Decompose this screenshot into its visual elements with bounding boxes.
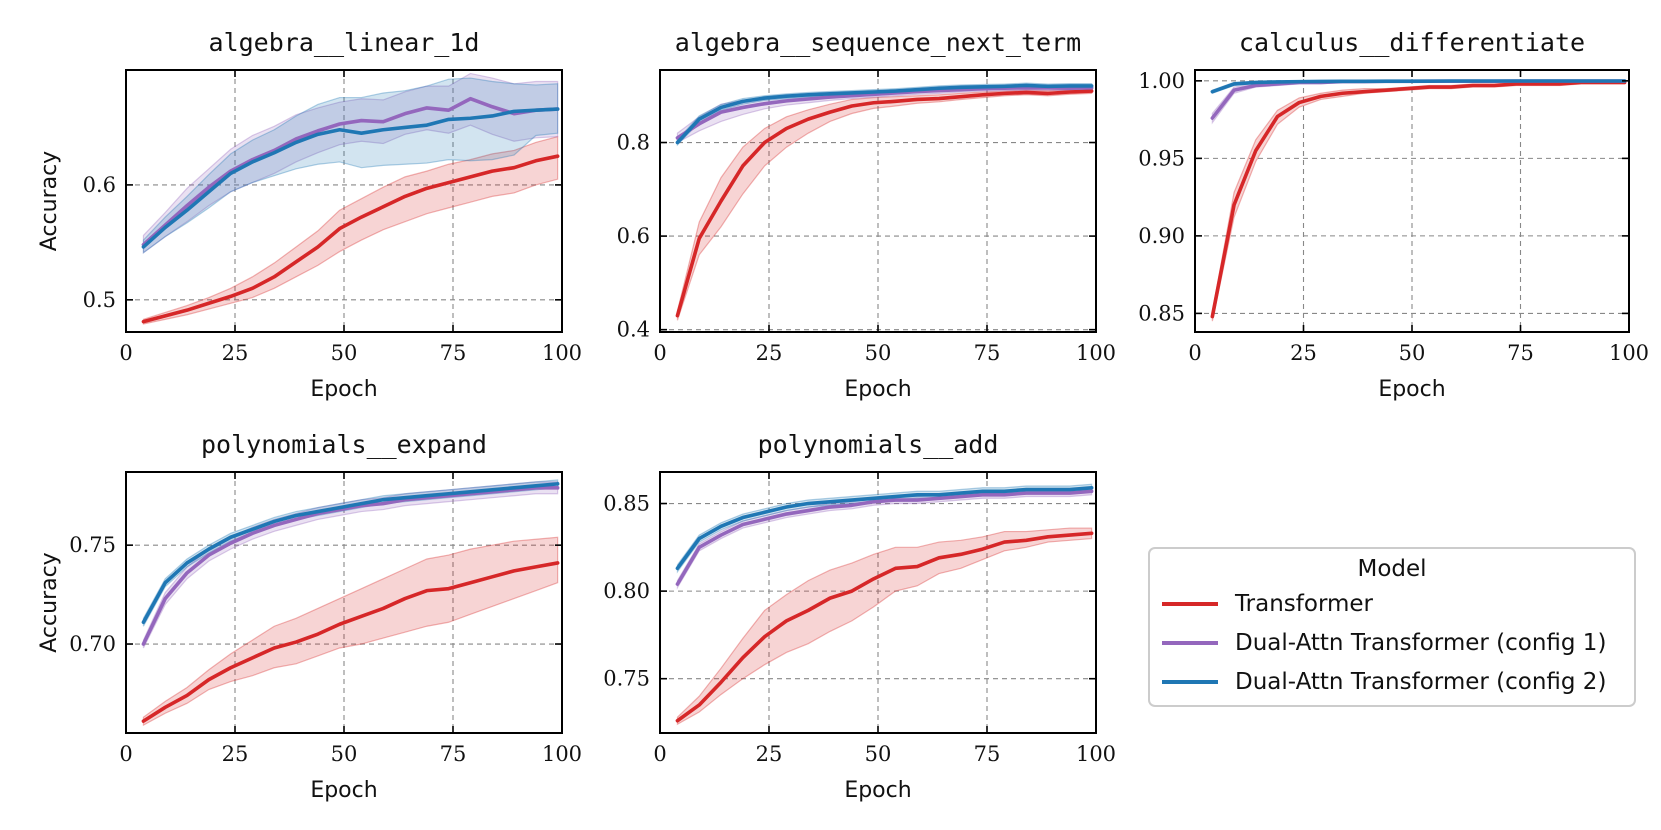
series-line-3	[141, 107, 560, 249]
chart-title: algebra__linear_1d	[209, 28, 480, 57]
x-tick-label: 0	[653, 742, 666, 766]
x-tick-label: 100	[542, 341, 582, 365]
y-axis-label: Accuracy	[37, 151, 62, 251]
y-tick-label: 0.4	[617, 318, 650, 342]
x-tick-label: 100	[1609, 341, 1649, 365]
chart-title: polynomials__add	[758, 430, 999, 459]
x-tick-label: 25	[1290, 341, 1317, 365]
legend-item-3: Dual-Attn Transformer (config 2)	[1162, 669, 1606, 695]
chart-panel-4: 0 25 50 75 100 0.70 0.75 polynomials__expand Epo…	[37, 430, 582, 803]
x-tick-label: 0	[1188, 341, 1201, 365]
x-tick-label: 25	[222, 341, 249, 365]
x-tick-label: 50	[865, 742, 892, 766]
chart-title: polynomials__expand	[201, 430, 487, 459]
series-line-3	[675, 485, 1094, 571]
chart-panel-2: 0 25 50 75 100 0.4 0.6 0.8 algebra__sequence_nex…	[617, 28, 1116, 402]
series-line-1	[141, 561, 560, 723]
legend-box	[1148, 547, 1636, 707]
y-tick-label: 0.85	[603, 492, 650, 516]
series-line-1	[675, 89, 1094, 318]
y-axis-label: Accuracy	[37, 552, 62, 652]
x-axis-label: Epoch	[1378, 377, 1445, 402]
chart-title: calculus__differentiate	[1239, 28, 1585, 57]
y-tick-label: 0.75	[69, 533, 116, 557]
y-tick-label: 0.90	[1138, 224, 1185, 248]
y-tick-label: 0.80	[603, 579, 650, 603]
series-line-3	[1210, 79, 1627, 94]
y-tick-label: 0.6	[617, 224, 650, 248]
x-tick-label: 50	[331, 742, 358, 766]
series-line-2	[675, 489, 1094, 586]
x-axis-label: Epoch	[844, 377, 911, 402]
x-tick-label: 0	[119, 341, 132, 365]
x-axis-label: Epoch	[310, 377, 377, 402]
series-line-2	[141, 486, 560, 646]
series-line-2	[675, 85, 1094, 140]
x-tick-label: 25	[756, 341, 783, 365]
series-band-1	[676, 527, 1093, 726]
legend-title: Model	[1357, 556, 1426, 582]
y-tick-label: 0.85	[1138, 301, 1185, 325]
y-tick-label: 0.6	[83, 173, 116, 197]
legend-label: Transformer	[1234, 591, 1374, 617]
series-band-2	[142, 481, 559, 649]
x-tick-label: 75	[440, 742, 467, 766]
legend-item-2: Dual-Attn Transformer (config 1)	[1162, 630, 1606, 656]
series-band-3	[142, 77, 559, 254]
chart-panel-5: 0 25 50 75 100 0.75 0.80 0.85 polynomials__add Ep…	[603, 430, 1116, 803]
x-tick-label: 0	[653, 341, 666, 365]
series-band-1	[142, 536, 559, 727]
y-tick-label: 1.00	[1138, 69, 1185, 93]
x-tick-label: 50	[1399, 341, 1426, 365]
legend: Model Transformer Dual-Attn Transformer (…	[1148, 547, 1636, 707]
x-tick-label: 75	[974, 341, 1001, 365]
x-tick-label: 100	[1076, 341, 1116, 365]
series-line-3	[675, 83, 1094, 145]
legend-item-1: Transformer	[1162, 591, 1374, 617]
x-tick-label: 75	[974, 742, 1001, 766]
x-tick-label: 100	[1076, 742, 1116, 766]
x-tick-label: 75	[1507, 341, 1534, 365]
x-tick-label: 100	[542, 742, 582, 766]
series-line-2	[141, 96, 560, 247]
legend-label: Dual-Attn Transformer (config 1)	[1235, 630, 1606, 656]
legend-label: Dual-Attn Transformer (config 2)	[1235, 669, 1606, 695]
x-tick-label: 25	[222, 742, 249, 766]
x-tick-label: 50	[865, 341, 892, 365]
series-line-1	[675, 531, 1094, 723]
series-line-3	[141, 482, 560, 625]
y-tick-label: 0.75	[603, 667, 650, 691]
y-tick-label: 0.95	[1138, 146, 1185, 170]
chart-title: algebra__sequence_next_term	[675, 28, 1081, 57]
chart-panel-3: 0 25 50 75 100 0.85 0.90 0.95 1.00 calculus__diff…	[1138, 28, 1649, 402]
x-tick-label: 75	[440, 341, 467, 365]
series-band-1	[676, 88, 1093, 321]
x-tick-label: 0	[119, 742, 132, 766]
x-axis-label: Epoch	[310, 778, 377, 803]
series-band-1	[1211, 80, 1626, 322]
x-tick-label: 50	[331, 341, 358, 365]
y-tick-label: 0.8	[617, 131, 650, 155]
series-band-1	[142, 135, 559, 325]
x-axis-label: Epoch	[844, 778, 911, 803]
y-tick-label: 0.5	[83, 288, 116, 312]
x-tick-label: 25	[756, 742, 783, 766]
chart-panel-1: 0 25 50 75 100 0.5 0.6 algebra__linear_1d Epoch A…	[37, 28, 582, 402]
series-band-2	[676, 487, 1093, 590]
series-line-1	[141, 154, 560, 324]
series-line-1	[1210, 80, 1627, 319]
y-tick-label: 0.70	[69, 632, 116, 656]
